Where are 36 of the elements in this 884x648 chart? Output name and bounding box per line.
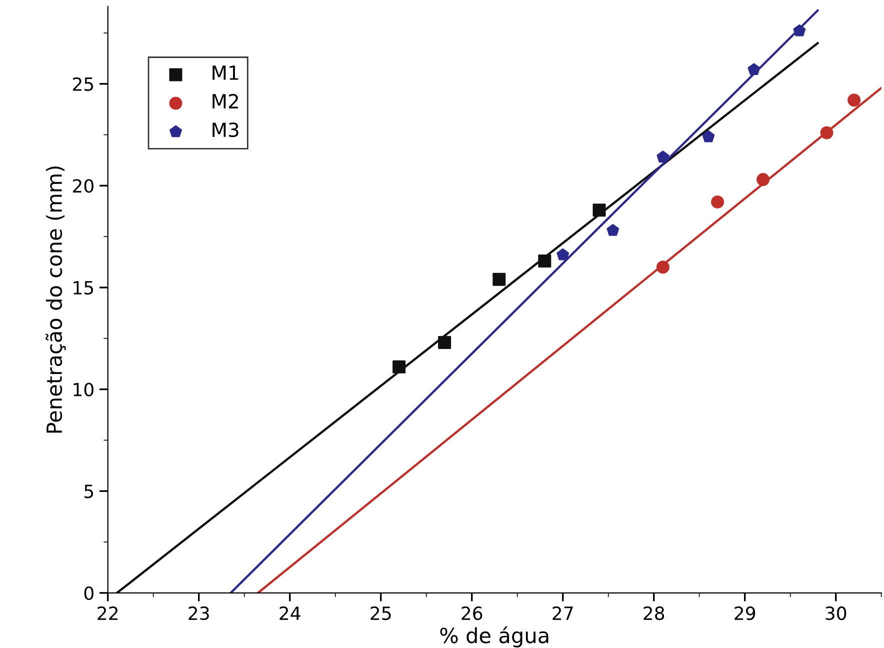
point — [392, 360, 406, 374]
point — [820, 126, 834, 140]
y-tick-label: 5 — [84, 484, 94, 498]
point — [848, 94, 861, 107]
point — [556, 248, 570, 260]
x-tick-label: 30 — [826, 606, 846, 620]
x-tick-label: 24 — [280, 606, 300, 620]
y-tick-label: 25 — [73, 77, 94, 91]
legend-label: M3 — [212, 122, 238, 138]
legend-label: M2 — [212, 94, 238, 108]
point — [656, 150, 670, 163]
point — [538, 254, 552, 268]
x-tick-label: 26 — [462, 606, 482, 620]
x-tick-label: 27 — [552, 606, 573, 620]
point — [656, 260, 670, 274]
legend-label: M1 — [212, 66, 238, 80]
y-axis-title: Penetração do cone (mm) — [46, 166, 66, 433]
point — [606, 224, 620, 236]
y-tick-label: 15 — [74, 281, 94, 295]
x-tick-label: 25 — [370, 606, 391, 620]
point — [711, 195, 724, 208]
x-tick-label: 28 — [644, 606, 664, 620]
point — [492, 272, 506, 286]
x-tick-label: 23 — [188, 606, 209, 620]
point — [748, 63, 760, 75]
point — [438, 336, 452, 349]
point — [592, 204, 606, 217]
x-axis-title: % de água — [440, 626, 548, 648]
point — [702, 130, 715, 142]
x-tick-label: 29 — [734, 606, 756, 620]
y-tick-label: 0 — [84, 586, 94, 600]
y-tick-label: 10 — [74, 382, 94, 396]
point — [793, 24, 806, 36]
y-tick-label: 20 — [73, 179, 94, 193]
x-tick-label: 22 — [98, 606, 118, 620]
point — [756, 173, 770, 186]
